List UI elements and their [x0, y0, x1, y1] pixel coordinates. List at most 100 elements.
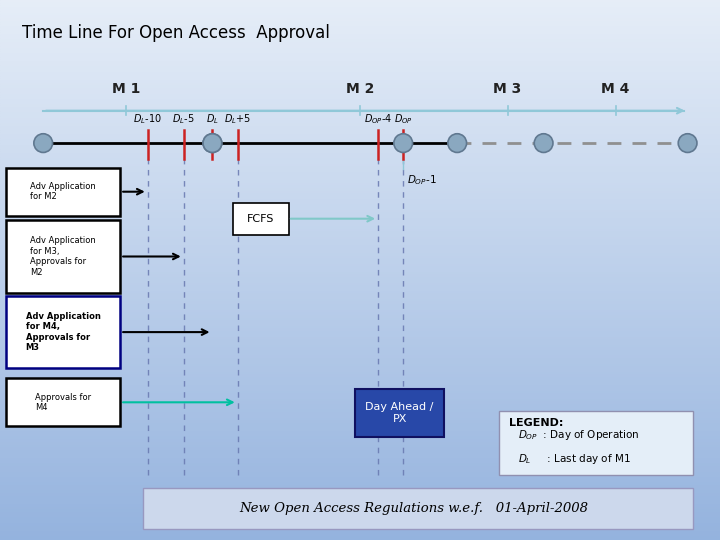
Bar [0, 289, 720, 292]
Bar [0, 432, 720, 435]
Bar [0, 122, 720, 124]
Bar [0, 219, 720, 221]
Bar [0, 35, 720, 38]
Bar [0, 373, 720, 375]
Bar [0, 400, 720, 402]
Bar [0, 464, 720, 467]
Bar [0, 70, 720, 73]
Bar [0, 238, 720, 240]
Text: Adv Application
for M3,
Approvals for
M2: Adv Application for M3, Approvals for M2 [30, 237, 96, 276]
Bar [0, 140, 720, 143]
Ellipse shape [203, 134, 222, 152]
Bar [0, 243, 720, 246]
Text: New Open Access Regulations w.e.f.   01-April-2008: New Open Access Regulations w.e.f. 01-Ap… [240, 502, 588, 515]
Bar [0, 443, 720, 445]
Bar [0, 265, 720, 267]
Bar [0, 5, 720, 8]
Bar [0, 130, 720, 132]
Bar [0, 343, 720, 346]
Bar [0, 378, 720, 381]
Bar [0, 421, 720, 424]
Bar [0, 392, 720, 394]
Bar [0, 159, 720, 162]
Bar [0, 319, 720, 321]
Bar [0, 22, 720, 24]
Bar [0, 313, 720, 316]
Bar [0, 227, 720, 229]
Bar [0, 483, 720, 486]
Bar [0, 127, 720, 130]
Text: FCFS: FCFS [247, 214, 275, 224]
Bar [0, 173, 720, 176]
Bar [0, 478, 720, 481]
Bar [0, 494, 720, 497]
Bar [0, 354, 720, 356]
Ellipse shape [34, 134, 53, 152]
FancyBboxPatch shape [6, 378, 120, 427]
Bar [0, 19, 720, 22]
Bar [0, 200, 720, 202]
Bar [0, 456, 720, 459]
Bar [0, 43, 720, 46]
Bar [0, 489, 720, 491]
Bar [0, 14, 720, 16]
Bar [0, 324, 720, 327]
Bar [0, 116, 720, 119]
Bar [0, 259, 720, 262]
Bar [0, 281, 720, 284]
Bar [0, 416, 720, 418]
Bar [0, 81, 720, 84]
Bar [0, 65, 720, 68]
Bar [0, 340, 720, 343]
Bar [0, 505, 720, 508]
Text: $D_L$-5: $D_L$-5 [172, 112, 195, 126]
Bar [0, 202, 720, 205]
Text: $D_{OP}$: $D_{OP}$ [394, 112, 413, 126]
Bar [0, 383, 720, 386]
Bar [0, 32, 720, 35]
Bar [0, 429, 720, 432]
Text: Adv Application
for M4,
Approvals for
M3: Adv Application for M4, Approvals for M3 [26, 312, 100, 352]
Text: Day Ahead /
PX: Day Ahead / PX [366, 402, 433, 424]
Bar [0, 526, 720, 529]
FancyBboxPatch shape [499, 410, 693, 475]
Bar [0, 481, 720, 483]
Bar [0, 205, 720, 208]
Text: $D_{OP}$  : Day of Operation: $D_{OP}$ : Day of Operation [518, 428, 640, 442]
Bar [0, 329, 720, 332]
Bar [0, 491, 720, 494]
Bar [0, 327, 720, 329]
Text: Adv Application
for M2: Adv Application for M2 [30, 182, 96, 201]
Bar [0, 305, 720, 308]
Bar [0, 167, 720, 170]
Bar [0, 0, 720, 3]
Bar [0, 92, 720, 94]
Bar [0, 38, 720, 40]
Bar [0, 84, 720, 86]
Bar [0, 448, 720, 451]
Bar [0, 346, 720, 348]
Bar [0, 302, 720, 305]
Text: Approvals for
M4: Approvals for M4 [35, 393, 91, 412]
Bar [0, 521, 720, 524]
Bar [0, 537, 720, 540]
Bar [0, 335, 720, 338]
Bar [0, 111, 720, 113]
Bar [0, 143, 720, 146]
Bar [0, 435, 720, 437]
Bar [0, 165, 720, 167]
Bar [0, 224, 720, 227]
Bar [0, 216, 720, 219]
Bar [0, 132, 720, 135]
Bar [0, 356, 720, 359]
Bar [0, 157, 720, 159]
Bar [0, 89, 720, 92]
Bar [0, 351, 720, 354]
Bar [0, 467, 720, 470]
Bar [0, 462, 720, 464]
Bar [0, 57, 720, 59]
FancyBboxPatch shape [233, 202, 289, 234]
Bar [0, 424, 720, 427]
Bar [0, 3, 720, 5]
Bar [0, 76, 720, 78]
